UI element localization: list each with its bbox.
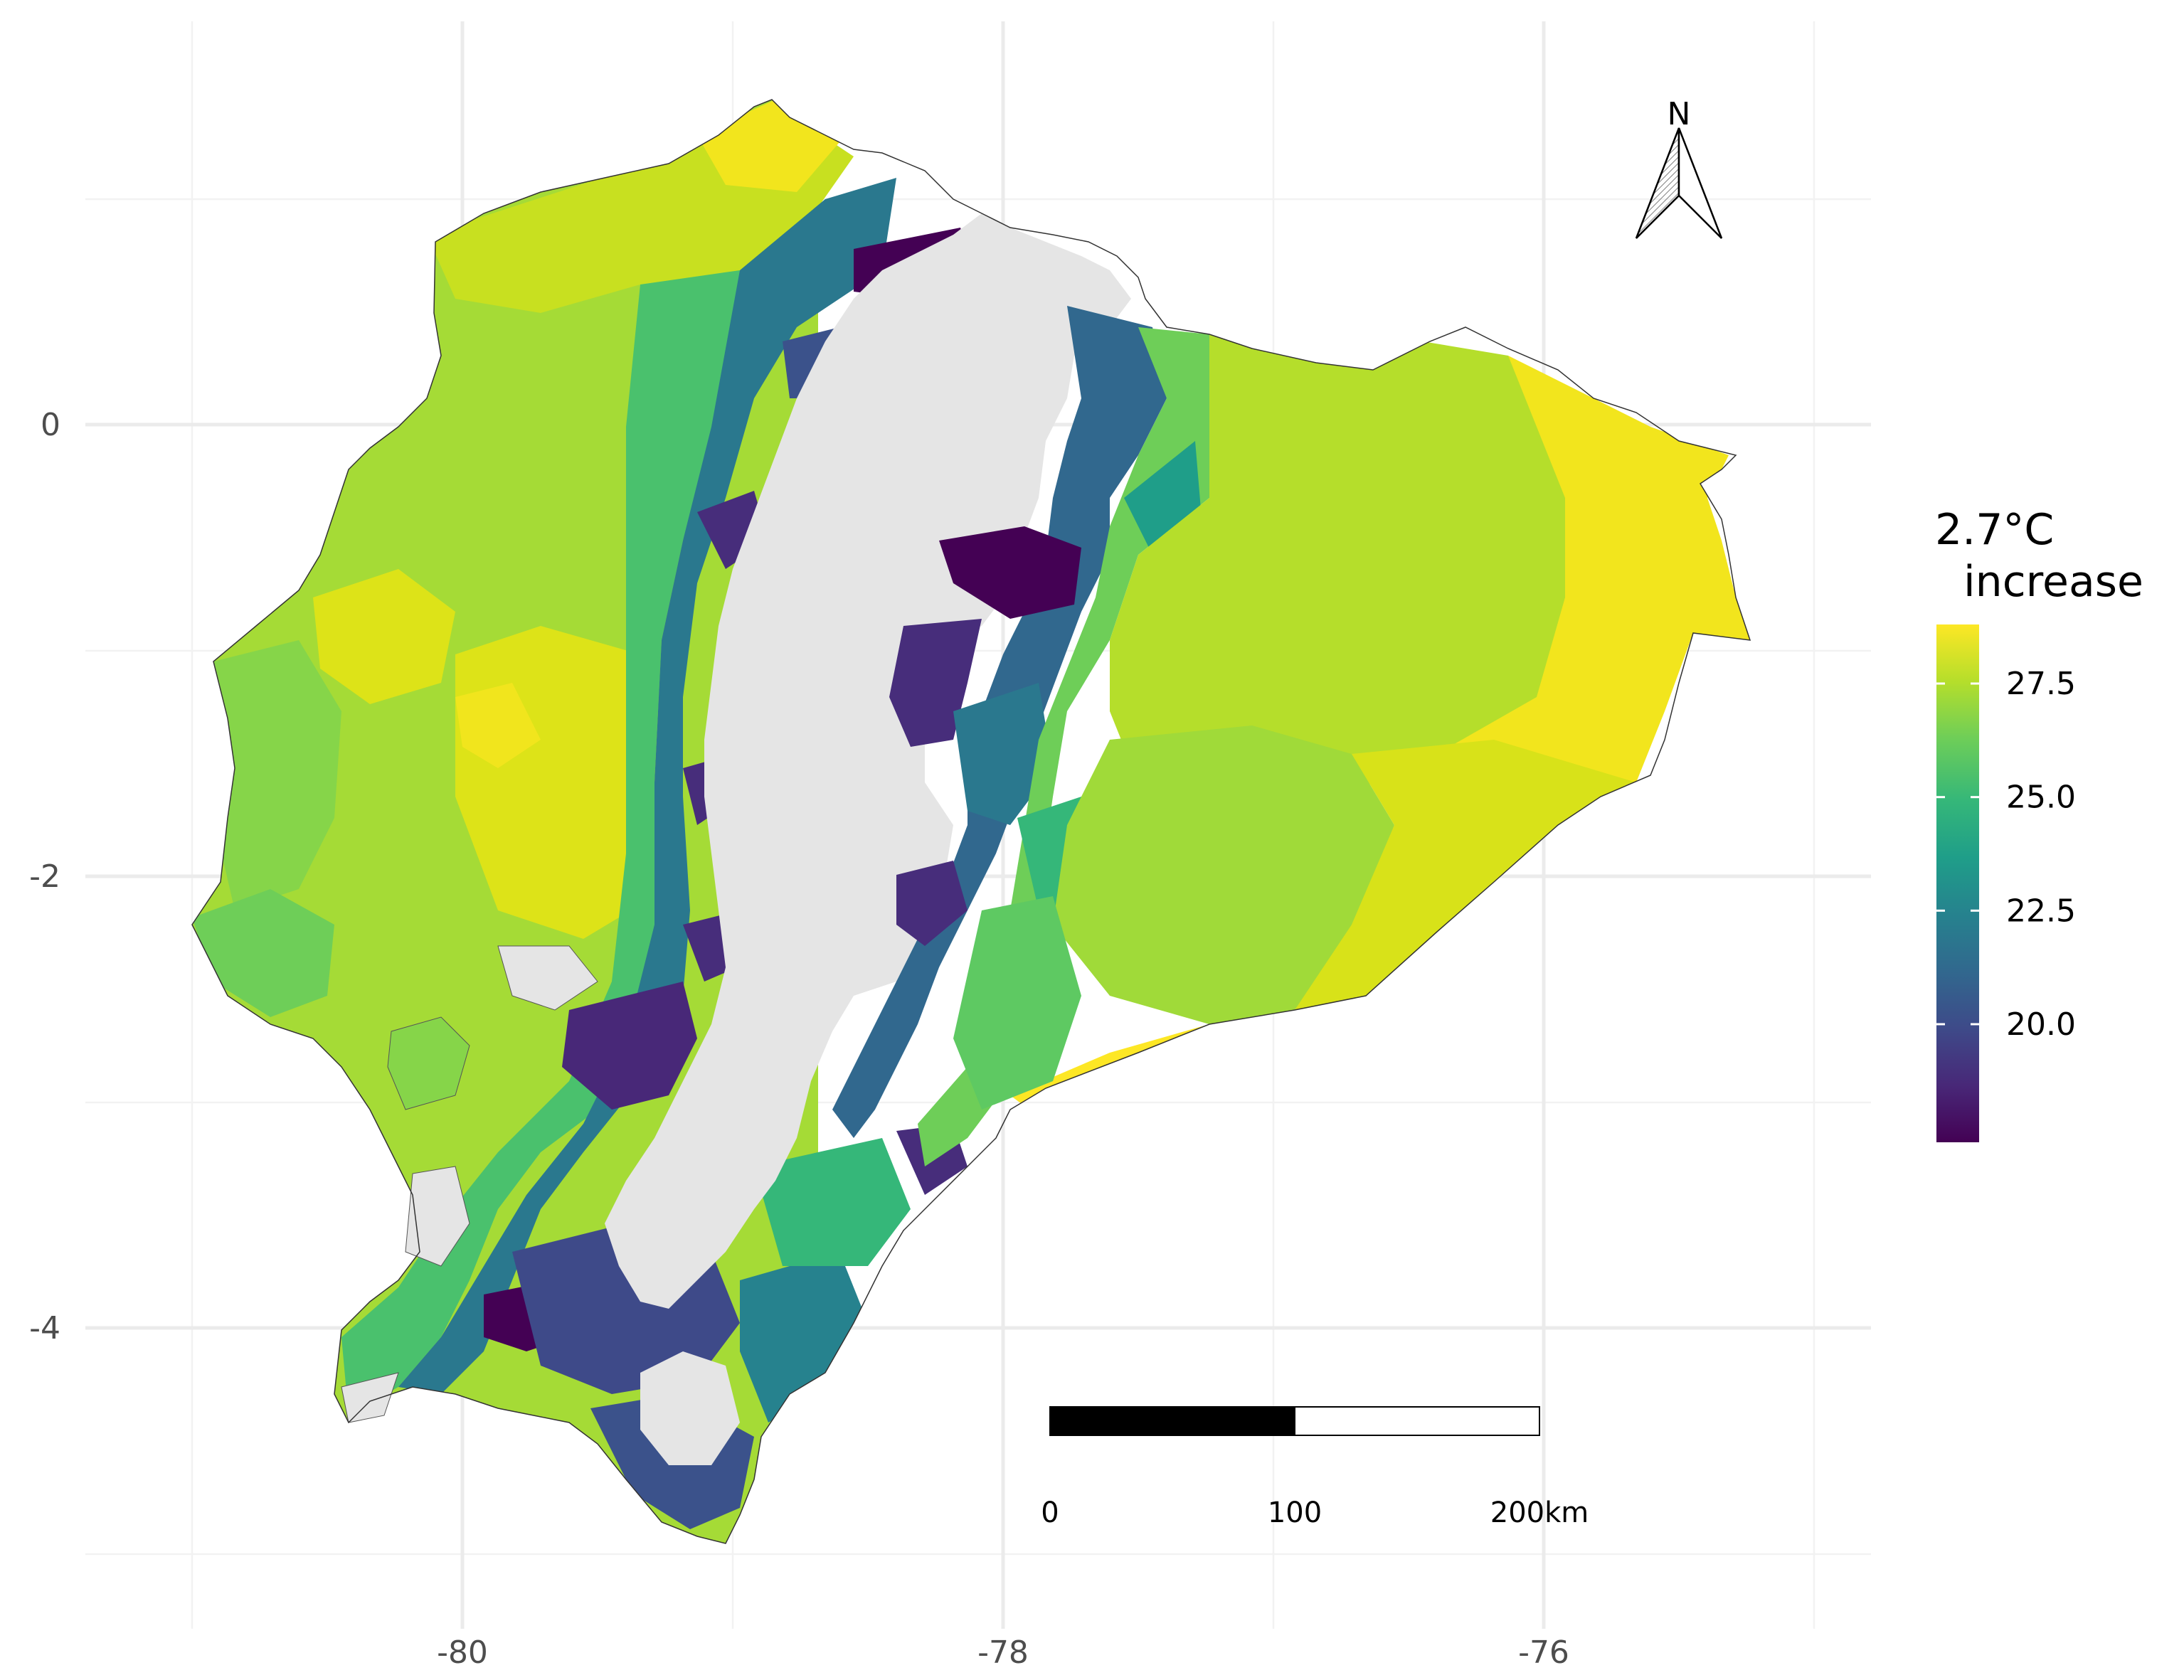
scale-bar-black-segment bbox=[1049, 1406, 1295, 1436]
region-santa-elena bbox=[192, 889, 334, 1017]
legend-tick-label: 22.5 bbox=[2006, 893, 2076, 929]
legend: 2.7°C increase 27.5 25.0 22.5 20.0 bbox=[1935, 505, 2143, 1142]
region-andes-highlands-na bbox=[605, 213, 1131, 1309]
legend-tick-label: 25.0 bbox=[2006, 780, 2076, 816]
north-arrow-left-half bbox=[1635, 127, 1680, 239]
region-amazon-south-green bbox=[953, 896, 1081, 1110]
x-axis: -80 -78 -76 bbox=[437, 1634, 1569, 1671]
region-amazon-central bbox=[1110, 334, 1594, 811]
north-arrow: N bbox=[1635, 96, 1723, 239]
scale-bar-white-segment bbox=[1294, 1406, 1540, 1436]
region-central-coast-a bbox=[313, 569, 455, 704]
y-tick-label: 0 bbox=[41, 407, 60, 443]
x-tick-label: -80 bbox=[437, 1634, 488, 1671]
legend-title-line2: increase bbox=[1963, 557, 2143, 607]
region-eastern-slope-dark-c bbox=[896, 861, 968, 946]
legend-tick-label: 20.0 bbox=[2006, 1006, 2076, 1043]
legend-colorbar bbox=[1936, 624, 1979, 1142]
region-eastern-slope-teal bbox=[953, 683, 1053, 825]
region-amazon-west bbox=[918, 327, 1209, 1166]
x-tick-label: -78 bbox=[977, 1634, 1029, 1671]
region-west-coast bbox=[213, 640, 341, 910]
legend-tick-label: 27.5 bbox=[2006, 666, 2076, 702]
region-andes-foot-west bbox=[341, 270, 740, 1415]
region-amazon-southeast bbox=[1295, 740, 1636, 1010]
y-axis: 0 -2 -4 bbox=[29, 407, 60, 1346]
region-south-teal bbox=[740, 1252, 868, 1423]
scale-bar: 0 100 200km bbox=[1041, 1406, 1589, 1529]
scale-bar-label-start: 0 bbox=[1041, 1496, 1059, 1529]
country-outline bbox=[191, 99, 1751, 1544]
y-tick-label: -4 bbox=[29, 1310, 60, 1346]
region-gulf-na bbox=[497, 945, 598, 1011]
north-arrow-label: N bbox=[1668, 96, 1691, 132]
region-amazon-far-east bbox=[1437, 356, 1750, 797]
region-southwest-tip-na bbox=[341, 1372, 399, 1423]
region-amazon-central-south bbox=[1053, 725, 1394, 1024]
y-tick-label: -2 bbox=[29, 858, 60, 895]
x-tick-label: -76 bbox=[1518, 1634, 1569, 1671]
region-andes-south-na bbox=[640, 1351, 740, 1465]
scale-bar-label-mid: 100 bbox=[1268, 1496, 1322, 1529]
region-south-green bbox=[754, 1138, 911, 1266]
legend-ticks: 27.5 25.0 22.5 20.0 bbox=[1936, 666, 2076, 1043]
north-arrow-right-half bbox=[1677, 127, 1723, 239]
country-map bbox=[191, 99, 1751, 1544]
choropleth-regions bbox=[192, 100, 1750, 1543]
region-western-slope-dark-f bbox=[562, 982, 697, 1110]
legend-title-line1: 2.7°C bbox=[1935, 505, 2054, 555]
region-eastern-slope-dark-a bbox=[939, 526, 1081, 619]
region-central-coast-c bbox=[455, 683, 541, 768]
region-puna-island bbox=[387, 1016, 470, 1110]
region-southwest-na bbox=[405, 1166, 470, 1267]
scale-bar-label-end: 200km bbox=[1490, 1496, 1589, 1529]
